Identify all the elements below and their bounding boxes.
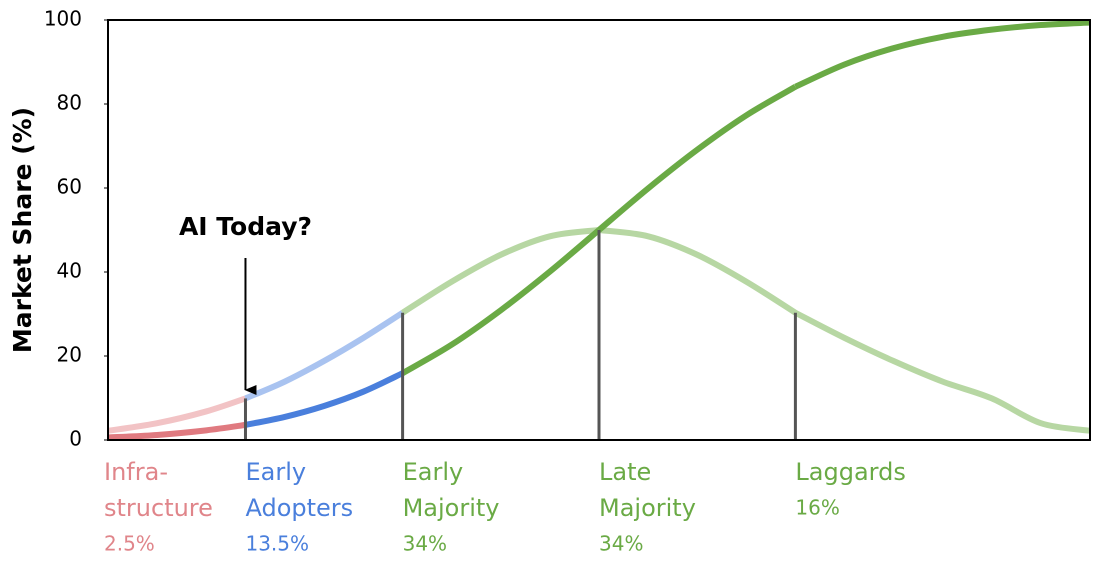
curve-segment <box>107 421 246 441</box>
curve-segment <box>794 310 1091 434</box>
segment-label: Laggards <box>795 458 905 486</box>
curve-segment <box>794 19 1091 90</box>
segment-label: structure <box>104 494 213 522</box>
y-tick-label: 0 <box>69 427 82 451</box>
segment-share: 34% <box>403 532 447 556</box>
curve-segment <box>598 227 798 316</box>
segment-share: 16% <box>795 496 839 520</box>
y-axis-label: Market Share (%) <box>8 107 37 353</box>
curve-segment <box>400 227 600 316</box>
segment-share: 2.5% <box>104 532 155 556</box>
segment-label: Adopters <box>245 494 353 522</box>
segment-label: Majority <box>403 494 500 522</box>
curve-segment <box>597 84 797 233</box>
curve-segment <box>244 310 405 402</box>
y-tick-label: 100 <box>44 7 82 31</box>
segment-label: Late <box>599 458 651 486</box>
y-tick-label: 20 <box>57 343 82 367</box>
segment-label: Early <box>403 458 464 486</box>
segment-label: Early <box>245 458 306 486</box>
curve-segment <box>107 395 247 434</box>
y-tick-label: 60 <box>57 175 82 199</box>
segment-label: Majority <box>599 494 696 522</box>
curve-segment <box>244 370 404 428</box>
y-tick-label: 80 <box>57 91 82 115</box>
segment-label: Infra- <box>104 458 168 486</box>
annotation: AI Today? <box>179 212 312 241</box>
curve-segment <box>401 227 601 376</box>
plot-frame <box>107 19 1091 441</box>
segment-share: 34% <box>599 532 643 556</box>
segment-share: 13.5% <box>245 532 309 556</box>
y-tick-label: 40 <box>57 259 82 283</box>
